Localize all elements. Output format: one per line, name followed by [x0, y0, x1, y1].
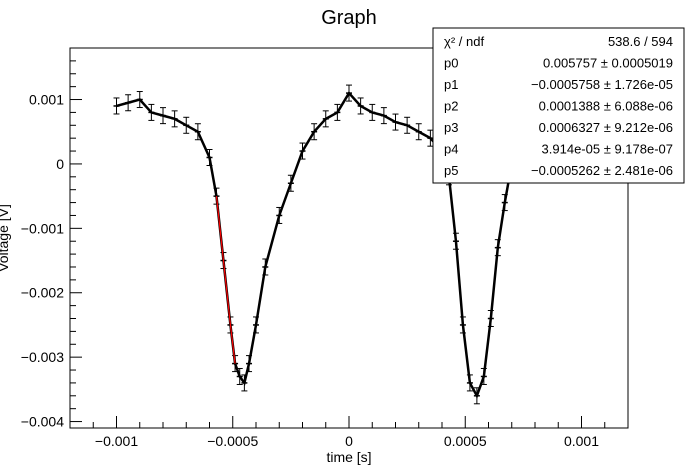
stats-row-name: p4: [444, 142, 458, 157]
stats-row-value: 3.914e-05 ± 9.178e-07: [542, 142, 673, 157]
x-axis: −0.001 −0.0005 0 0.0005 0.001: [69, 416, 629, 449]
fit-curve: [215, 196, 236, 364]
stats-box-frame: [432, 27, 685, 184]
stats-row-value: 538.6 / 594: [608, 34, 673, 49]
y-axis: 0.001 0 −0.001 −0.002 −0.003 −0.004: [21, 47, 82, 430]
stats-row-name: p0: [444, 56, 458, 71]
stats-row-name: p3: [444, 120, 458, 135]
y-tick-label: −0.001: [21, 220, 64, 236]
stats-row-name: p2: [444, 99, 458, 114]
x-tick-label: −0.001: [95, 433, 138, 449]
stats-row-value: 0.0006327 ± 9.212e-06: [539, 120, 673, 135]
data-layer: [113, 84, 515, 405]
x-tick-label: 0.001: [564, 433, 599, 449]
stats-box: χ² / ndf 538.6 / 594 p0 0.005757 ± 0.000501…: [432, 27, 685, 184]
stats-row-name: χ² / ndf: [444, 34, 484, 49]
y-tick-label: −0.002: [21, 285, 64, 301]
stats-row-name: p1: [444, 77, 458, 92]
stats-row-value: 0.005757 ± 0.0005019: [543, 56, 673, 71]
y-tick-label: 0: [56, 156, 64, 172]
x-axis-label: time [s]: [326, 449, 371, 465]
y-axis-label: Voltage [V]: [0, 204, 11, 272]
x-tick-label: −0.0005: [207, 433, 258, 449]
chart-title: Graph: [321, 7, 377, 29]
data-trace: [116, 90, 513, 399]
stats-row-value: 0.0001388 ± 6.088e-06: [539, 99, 673, 114]
stats-row-value: −0.0005262 ± 2.481e-06: [531, 163, 673, 178]
x-tick-label: 0.0005: [444, 433, 487, 449]
y-tick-label: 0.001: [29, 92, 64, 108]
x-tick-label: 0: [345, 433, 353, 449]
stats-row-value: −0.0005758 ± 1.726e-05: [531, 77, 673, 92]
y-tick-label: −0.004: [21, 414, 64, 430]
fit-line: [215, 196, 236, 364]
stats-row-name: p5: [444, 163, 458, 178]
y-tick-label: −0.003: [21, 349, 64, 365]
